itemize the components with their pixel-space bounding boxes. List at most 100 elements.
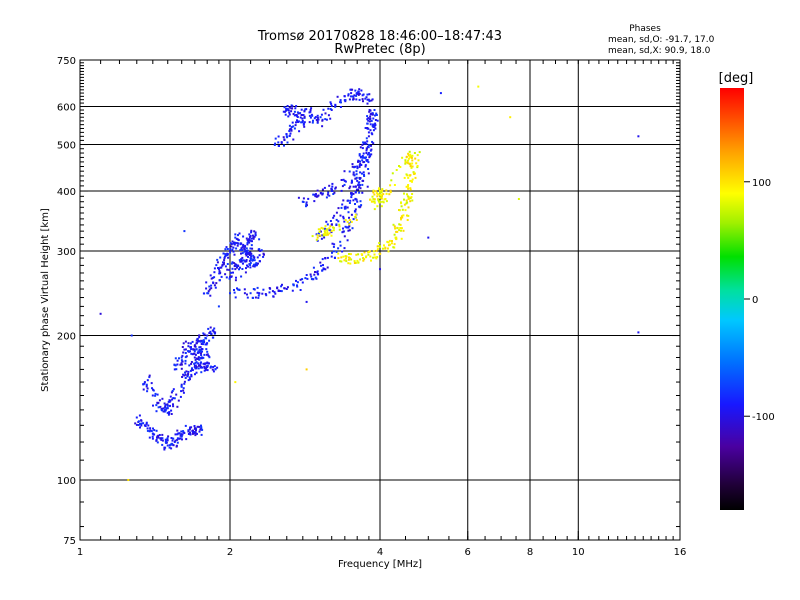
data-point bbox=[291, 105, 294, 108]
data-point bbox=[187, 429, 190, 432]
data-point bbox=[315, 277, 318, 280]
data-point bbox=[190, 375, 193, 378]
data-point bbox=[173, 363, 176, 366]
data-point bbox=[286, 136, 289, 139]
data-point bbox=[309, 273, 312, 276]
data-point bbox=[353, 262, 356, 264]
data-point bbox=[167, 400, 170, 403]
data-point bbox=[252, 254, 255, 257]
data-point bbox=[358, 176, 361, 179]
data-point bbox=[300, 108, 303, 111]
data-point bbox=[244, 260, 247, 263]
data-point bbox=[134, 422, 137, 425]
data-point bbox=[256, 256, 259, 259]
data-point bbox=[183, 382, 186, 385]
colorbar-tick-label: 100 bbox=[752, 178, 771, 189]
data-point bbox=[183, 374, 186, 377]
data-point bbox=[305, 201, 308, 204]
data-point bbox=[381, 189, 384, 192]
data-point bbox=[185, 370, 188, 373]
data-point bbox=[226, 248, 229, 250]
data-point bbox=[240, 252, 242, 255]
data-point bbox=[272, 295, 275, 298]
data-point bbox=[360, 164, 363, 166]
data-point bbox=[350, 192, 352, 195]
data-point bbox=[321, 193, 324, 196]
data-point bbox=[302, 122, 305, 125]
data-point bbox=[355, 94, 358, 97]
data-point bbox=[217, 268, 220, 271]
data-point bbox=[201, 350, 203, 353]
data-point bbox=[395, 230, 398, 233]
data-point bbox=[411, 178, 414, 181]
data-point bbox=[357, 93, 360, 96]
data-point bbox=[230, 262, 233, 265]
data-point bbox=[361, 159, 364, 162]
data-point bbox=[293, 114, 296, 117]
data-point bbox=[368, 120, 371, 123]
data-point bbox=[344, 255, 347, 257]
data-point bbox=[252, 236, 255, 239]
data-point bbox=[362, 141, 365, 144]
data-point bbox=[367, 131, 370, 134]
data-point bbox=[171, 390, 174, 392]
data-point bbox=[368, 153, 371, 156]
data-point bbox=[288, 135, 291, 137]
data-point bbox=[369, 129, 372, 132]
data-point bbox=[370, 148, 373, 151]
data-point bbox=[142, 383, 145, 386]
data-point bbox=[362, 257, 365, 260]
data-point bbox=[252, 237, 255, 240]
data-point bbox=[251, 297, 254, 299]
data-point bbox=[146, 429, 149, 432]
data-point bbox=[406, 219, 409, 221]
data-point bbox=[283, 144, 285, 147]
data-point bbox=[326, 223, 329, 226]
data-point bbox=[198, 336, 201, 339]
data-point bbox=[288, 130, 291, 132]
data-point bbox=[187, 373, 190, 375]
data-point bbox=[194, 364, 197, 367]
data-point bbox=[286, 286, 289, 289]
data-point bbox=[294, 124, 297, 127]
data-point bbox=[339, 260, 342, 263]
data-point bbox=[371, 98, 374, 101]
data-point bbox=[367, 168, 370, 170]
data-point bbox=[245, 251, 248, 254]
data-point bbox=[181, 354, 184, 357]
data-point bbox=[253, 230, 256, 233]
data-point bbox=[368, 144, 371, 147]
data-point bbox=[348, 225, 351, 228]
data-point bbox=[163, 448, 166, 451]
data-point bbox=[439, 92, 442, 95]
data-point bbox=[373, 201, 376, 204]
data-point bbox=[330, 102, 333, 105]
data-point bbox=[250, 231, 253, 234]
data-point bbox=[243, 247, 246, 250]
data-point bbox=[374, 122, 377, 125]
data-point bbox=[196, 340, 199, 343]
data-point bbox=[334, 105, 337, 108]
data-point bbox=[147, 424, 150, 427]
data-point bbox=[190, 426, 193, 429]
data-point bbox=[331, 182, 334, 185]
data-point bbox=[212, 366, 215, 368]
data-point bbox=[287, 109, 290, 112]
data-point bbox=[167, 435, 170, 438]
data-point bbox=[416, 166, 419, 169]
data-point bbox=[325, 118, 328, 121]
data-point bbox=[319, 261, 322, 264]
data-point bbox=[285, 107, 288, 110]
data-point bbox=[188, 428, 191, 431]
data-point bbox=[238, 289, 241, 291]
data-point bbox=[213, 284, 216, 287]
data-point bbox=[240, 275, 243, 278]
data-point bbox=[198, 430, 201, 433]
data-point bbox=[207, 354, 210, 357]
data-point bbox=[317, 228, 320, 231]
data-point bbox=[199, 366, 202, 369]
data-point bbox=[207, 362, 210, 365]
data-point bbox=[408, 157, 410, 160]
data-point bbox=[355, 92, 358, 95]
data-point bbox=[364, 164, 367, 167]
